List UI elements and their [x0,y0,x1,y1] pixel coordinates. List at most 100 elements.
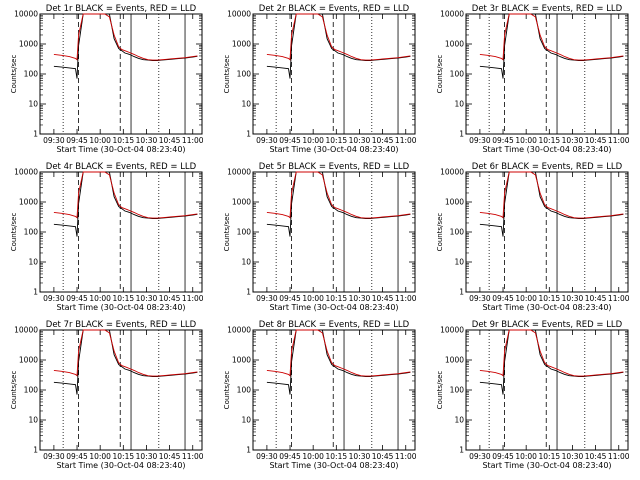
x-axis-label: Start Time (30-Oct-04 08:23:40) [482,145,611,154]
x-tick-label: 10:30 [349,294,371,303]
x-tick-label: 10:00 [302,452,324,461]
y-tick-label: 10 [241,258,251,267]
lld-series-line [266,329,411,377]
x-tick-label: 09:45 [492,452,514,461]
y-tick-label: 1 [33,446,38,455]
plot-frame [39,13,203,135]
plot-frame [465,329,629,451]
x-tick-label: 11:00 [395,452,417,461]
x-tick-label: 09:30 [256,294,278,303]
y-tick-label: 100 [24,228,39,237]
y-axis-label: Counts/sec [10,55,18,94]
y-tick-label: 10000 [14,326,38,335]
x-tick-label: 10:45 [159,136,181,145]
x-tick-label: 10:15 [326,294,348,303]
x-tick-label: 10:00 [89,452,111,461]
x-axis-label: Start Time (30-Oct-04 08:23:40) [482,303,611,312]
y-tick-label: 1000 [232,40,251,49]
x-tick-label: 10:00 [515,452,537,461]
x-tick-label: 11:00 [182,294,204,303]
y-tick-label: 1000 [445,40,464,49]
y-tick-label: 100 [24,386,39,395]
y-tick-label: 10 [454,100,464,109]
y-tick-label: 10 [454,416,464,425]
events-series-line [266,13,411,79]
chart-panel-5: Det 5r BLACK = Events, RED = LLD 1 10 100 10… [223,162,417,312]
events-series-line [266,171,411,237]
x-tick-label: 09:30 [256,452,278,461]
x-tick-label: 10:30 [562,452,584,461]
lld-series-line [266,13,411,61]
plot-frame [39,171,203,293]
lld-series-line [53,13,198,61]
chart-panel-2: Det 2r BLACK = Events, RED = LLD 1 10 100 10… [223,4,417,154]
y-axis-label: Counts/sec [436,55,444,94]
chart-title: Det 3r BLACK = Events, RED = LLD [472,4,623,14]
x-tick-label: 10:15 [113,452,135,461]
y-tick-label: 1000 [19,356,38,365]
plot-frame [465,171,629,293]
plot-frame [465,13,629,135]
y-tick-label: 100 [450,386,465,395]
chart-panel-1: Det 1r BLACK = Events, RED = LLD 1 10 100 10… [10,4,204,154]
x-tick-label: 09:45 [66,136,88,145]
x-tick-label: 10:45 [159,294,181,303]
x-axis-label: Start Time (30-Oct-04 08:23:40) [269,461,398,470]
plot-frame [252,171,416,293]
chart-title: Det 5r BLACK = Events, RED = LLD [259,162,410,172]
x-tick-label: 10:15 [326,136,348,145]
y-tick-label: 10000 [440,326,464,335]
x-axis-label: Start Time (30-Oct-04 08:23:40) [269,303,398,312]
events-series-line [53,171,198,237]
x-tick-label: 10:45 [372,452,394,461]
y-tick-label: 1 [459,130,464,139]
y-tick-label: 1 [246,446,251,455]
y-tick-label: 10000 [14,10,38,19]
x-tick-label: 10:30 [349,136,371,145]
x-tick-label: 10:15 [113,136,135,145]
y-tick-label: 10000 [227,10,251,19]
x-tick-label: 10:15 [539,452,561,461]
plot-frame [39,329,203,451]
x-tick-label: 10:00 [89,136,111,145]
y-tick-label: 10 [241,100,251,109]
y-tick-label: 1000 [445,198,464,207]
x-axis-label: Start Time (30-Oct-04 08:23:40) [56,303,185,312]
y-axis-label: Counts/sec [10,213,18,252]
x-tick-label: 10:15 [539,294,561,303]
x-tick-label: 10:45 [585,136,607,145]
plot-frame [252,13,416,135]
x-axis-label: Start Time (30-Oct-04 08:23:40) [56,461,185,470]
x-tick-label: 11:00 [182,452,204,461]
x-tick-label: 11:00 [182,136,204,145]
x-tick-label: 10:45 [585,294,607,303]
x-tick-label: 11:00 [608,294,630,303]
y-tick-label: 10000 [227,168,251,177]
events-series-line [479,329,624,395]
lld-series-line [479,171,624,219]
y-tick-label: 10 [28,100,38,109]
y-tick-label: 10000 [440,10,464,19]
x-axis-label: Start Time (30-Oct-04 08:23:40) [269,145,398,154]
x-tick-label: 09:30 [43,294,65,303]
x-tick-label: 09:45 [66,294,88,303]
lld-series-line [53,329,198,377]
events-series-line [479,171,624,237]
y-tick-label: 1 [246,130,251,139]
x-tick-label: 11:00 [608,452,630,461]
y-tick-label: 10 [241,416,251,425]
y-tick-label: 100 [237,386,252,395]
x-axis-label: Start Time (30-Oct-04 08:23:40) [56,145,185,154]
chart-title: Det 2r BLACK = Events, RED = LLD [259,4,410,14]
x-tick-label: 10:15 [539,136,561,145]
x-tick-label: 09:45 [492,294,514,303]
y-axis-label: Counts/sec [10,371,18,410]
lld-series-line [266,171,411,219]
y-tick-label: 100 [237,228,252,237]
x-tick-label: 11:00 [395,136,417,145]
x-tick-label: 09:45 [279,294,301,303]
events-series-line [53,13,198,79]
y-tick-label: 100 [237,70,252,79]
x-tick-label: 10:45 [585,452,607,461]
x-tick-label: 11:00 [395,294,417,303]
